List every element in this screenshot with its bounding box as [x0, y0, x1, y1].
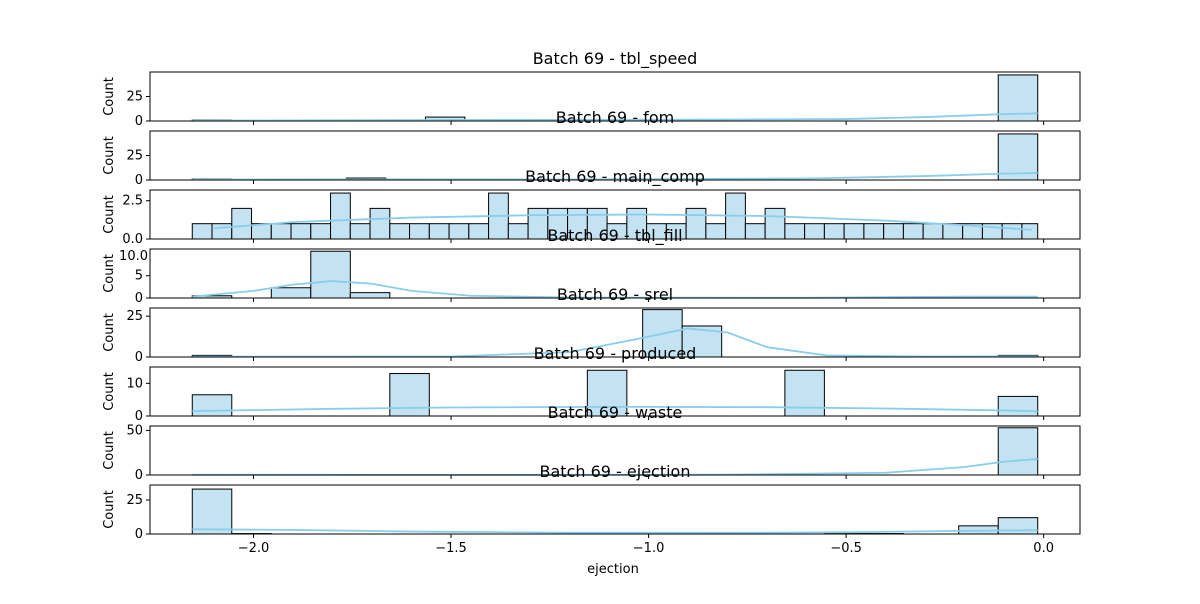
panel-title: Batch 69 - srel [557, 285, 673, 304]
y-tick-label: 25 [126, 90, 143, 105]
histogram-bar [785, 224, 805, 239]
histogram-bar [390, 374, 430, 416]
y-tick-label: 10 [126, 376, 143, 391]
histogram-bar [390, 224, 410, 239]
y-tick-label: 10.0 [119, 249, 148, 264]
histogram-bar [903, 224, 923, 239]
x-tick-label: 0.0 [1033, 541, 1054, 556]
histogram-bar [943, 224, 963, 239]
panel-title: Batch 69 - ejection [540, 462, 691, 481]
histogram-bar [469, 224, 489, 239]
axes-frame [150, 485, 1080, 534]
y-tick-label: 0.0 [122, 232, 143, 247]
histogram-bar [745, 224, 765, 239]
histogram-bar [1022, 224, 1038, 239]
y-axis-label: Count [102, 254, 117, 293]
y-tick-label: 0 [135, 527, 143, 542]
histogram-bar [232, 208, 252, 239]
histogram-bar [844, 224, 864, 239]
panel-title: Batch 69 - produced [534, 344, 697, 363]
y-tick-label: 0 [135, 409, 143, 424]
histogram-bar [271, 224, 291, 239]
histogram-bar [998, 428, 1038, 475]
x-tick-label: −1.5 [435, 541, 467, 556]
y-tick-label: 0 [135, 468, 143, 483]
y-tick-label: 25 [126, 493, 143, 508]
histogram-bar [884, 224, 904, 239]
histogram-bar [271, 288, 311, 298]
y-axis-label: Count [102, 372, 117, 411]
y-axis-label: Count [102, 77, 117, 116]
y-tick-label: 2.5 [122, 194, 143, 209]
y-tick-label: 0 [135, 114, 143, 129]
histogram-bar [449, 224, 469, 239]
histogram-bar [370, 208, 390, 239]
histogram-bar [923, 224, 943, 239]
histogram-bar [350, 224, 370, 239]
histogram-bar [998, 396, 1038, 416]
y-tick-label: 0 [135, 173, 143, 188]
x-axis-label: ejection [587, 562, 639, 577]
histogram-bar [311, 224, 331, 239]
x-tick-label: −1.0 [633, 541, 665, 556]
histogram-bar [706, 224, 726, 239]
histogram-bar [508, 224, 528, 239]
histogram-bar [528, 208, 548, 239]
histogram-bar [429, 224, 449, 239]
histogram-bar [291, 224, 311, 239]
histogram-bar [410, 224, 430, 239]
histogram-bar [192, 395, 232, 416]
y-axis-label: Count [102, 313, 117, 352]
panel-title: Batch 69 - waste [548, 403, 683, 422]
y-axis-label: Count [102, 490, 117, 529]
y-axis-label: Count [102, 136, 117, 175]
kde-curve [192, 529, 1037, 533]
histogram-bar [212, 224, 232, 239]
histogram-bar [350, 293, 390, 298]
histogram-bar [331, 193, 351, 239]
y-tick-label: 50 [126, 423, 143, 438]
x-tick-label: −2.0 [238, 541, 270, 556]
histogram-bar [311, 251, 351, 298]
histogram-bar [805, 224, 825, 239]
histogram-bar [192, 489, 232, 534]
panel-title: Batch 69 - tbl_speed [533, 49, 698, 69]
panel-title: Batch 69 - tbl_fill [547, 226, 682, 246]
histogram-bar [824, 224, 844, 239]
histogram-bar [192, 224, 212, 239]
y-axis-label: Count [102, 431, 117, 470]
histogram-bar [686, 208, 706, 239]
histogram-bar [998, 518, 1038, 534]
panel-title: Batch 69 - fom [556, 108, 674, 127]
x-tick-label: −0.5 [830, 541, 862, 556]
y-tick-label: 0 [135, 291, 143, 306]
panel-title: Batch 69 - main_comp [525, 167, 705, 187]
y-tick-label: 0 [135, 350, 143, 365]
y-tick-label: 5 [135, 269, 143, 284]
histogram-bar [785, 370, 825, 416]
histogram-bar [765, 208, 785, 239]
histogram-bar [864, 224, 884, 239]
histogram-bar [1002, 224, 1022, 239]
y-axis-label: Count [102, 195, 117, 234]
y-tick-label: 25 [126, 309, 143, 324]
y-tick-label: 25 [126, 149, 143, 164]
